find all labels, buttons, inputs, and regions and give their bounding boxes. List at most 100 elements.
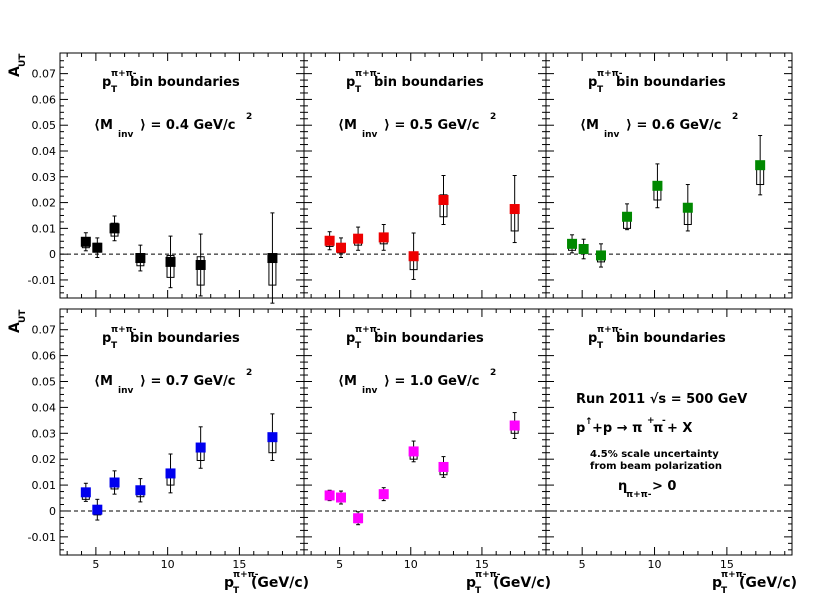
data-point (109, 470, 120, 495)
data-point (324, 489, 335, 502)
y-tick-label: 0.05 (32, 119, 57, 132)
reaction-minus: - (662, 416, 666, 426)
marker (92, 504, 103, 515)
mass-label-squared: 2 (732, 112, 738, 122)
marker (336, 242, 347, 253)
data-point (92, 237, 103, 259)
data-point (353, 226, 364, 251)
panel-bottom-left: -0.01 0 0.01 0.02 0.03 0.04 0.05 0.06 0.07 5 10 15 p… (7, 308, 309, 596)
data-point (509, 412, 520, 439)
x-axis-label: p (466, 575, 476, 591)
mass-label-prefix: ⟨M (338, 374, 357, 389)
reaction-body: +p → π (592, 421, 642, 436)
mass-label-squared: 2 (490, 368, 496, 378)
marker (353, 233, 364, 244)
y-axis-label-sub: UT (18, 53, 28, 67)
y-axis-label: AUT (7, 309, 28, 333)
mass-label-prefix: ⟨M (338, 118, 357, 133)
run-label: Run 2011 √s = 500 GeV (576, 392, 747, 407)
y-tick-label: 0.05 (32, 376, 57, 389)
panel-header-p: p (588, 75, 597, 90)
eta-symbol: η (618, 479, 627, 494)
y-tick-label: 0.04 (32, 401, 57, 414)
data-point (595, 243, 606, 268)
x-axis-label-sup: π+π- (475, 570, 501, 580)
x-axis-label-unit: (GeV/c) (493, 575, 551, 591)
panel-header-sub: T (111, 85, 118, 95)
y-tick-label: 0.02 (32, 453, 57, 466)
data-point (267, 212, 278, 304)
systematic-box (196, 256, 205, 286)
marker (80, 487, 91, 498)
y-tick-label: 0.03 (32, 171, 57, 184)
marker (336, 492, 347, 503)
x-tick-label: 15 (475, 558, 489, 571)
eta-condition: > 0 (652, 479, 676, 494)
data-point (165, 235, 176, 289)
panel-header-p: p (588, 331, 597, 346)
reaction-pi: π (653, 421, 663, 436)
data-point (135, 244, 146, 272)
data-point (195, 233, 206, 297)
data-point (755, 135, 766, 196)
data-point (80, 232, 91, 252)
eta-subscript: π+π- (626, 490, 652, 500)
marker (652, 180, 663, 191)
panel-header-sup: π+π- (111, 325, 137, 335)
y-tick-label: 0 (49, 248, 56, 261)
marker (408, 446, 419, 457)
mass-label-squared: 2 (246, 368, 252, 378)
reaction-plus: + (647, 416, 655, 426)
mass-label-value: ⟩ = 1.0 GeV/c (384, 374, 479, 389)
x-axis-label-sub: T (475, 586, 482, 596)
panel-header-p: p (102, 331, 111, 346)
marker (622, 211, 633, 222)
marker (165, 256, 176, 267)
panel-header-p: p (346, 331, 355, 346)
systematic-box (439, 194, 448, 218)
y-tick-label: 0.01 (32, 222, 57, 235)
x-tick-label: 10 (648, 558, 662, 571)
y-axis-label: AUT (7, 53, 28, 77)
reaction-arrow: ↑ (585, 417, 593, 427)
y-tick-label: 0 (49, 505, 56, 518)
marker (755, 160, 766, 171)
y-tick-label: 0.04 (32, 145, 57, 158)
data-point (509, 175, 520, 244)
x-tick-label: 5 (92, 558, 99, 571)
panel-header-text: bin boundaries (130, 331, 240, 346)
data-point (353, 511, 364, 526)
marker (80, 236, 91, 247)
marker (578, 244, 589, 254)
panel-top-right: p Tπ+π- bin boundaries ⟨M inv ⟩ = 0.6 GeV/c 2 (545, 52, 793, 299)
panel-header-text: bin boundaries (130, 75, 240, 90)
data-point (408, 440, 419, 463)
x-axis-label-unit: (GeV/c) (251, 575, 309, 591)
marker (109, 223, 120, 234)
scale-uncertainty-line1: 4.5% scale uncertainty (590, 449, 719, 460)
panel-header-text: bin boundaries (616, 75, 726, 90)
marker (378, 489, 389, 500)
data-point (195, 426, 206, 469)
x-tick-label: 10 (161, 558, 175, 571)
data-point (578, 238, 589, 260)
mass-label-sub: inv (362, 386, 377, 396)
mass-label-squared: 2 (490, 112, 496, 122)
x-tick-label: 15 (232, 558, 246, 571)
data-point (165, 453, 176, 494)
mass-label-prefix: ⟨M (94, 118, 113, 133)
panel-header-sub: T (597, 341, 604, 351)
data-point (92, 498, 103, 521)
marker (92, 242, 103, 253)
marker (509, 204, 520, 215)
mass-label-sub: inv (118, 386, 133, 396)
mass-label-value: ⟩ = 0.7 GeV/c (140, 374, 235, 389)
panel-top-left: -0.01 0 0.01 0.02 0.03 0.04 0.05 0.06 0.07 AUT p Tπ… (7, 52, 305, 304)
data-point (336, 490, 347, 505)
scale-uncertainty-line2: from beam polarization (590, 461, 722, 472)
mass-label-value: ⟩ = 0.6 GeV/c (626, 118, 721, 133)
data-point (80, 482, 91, 502)
